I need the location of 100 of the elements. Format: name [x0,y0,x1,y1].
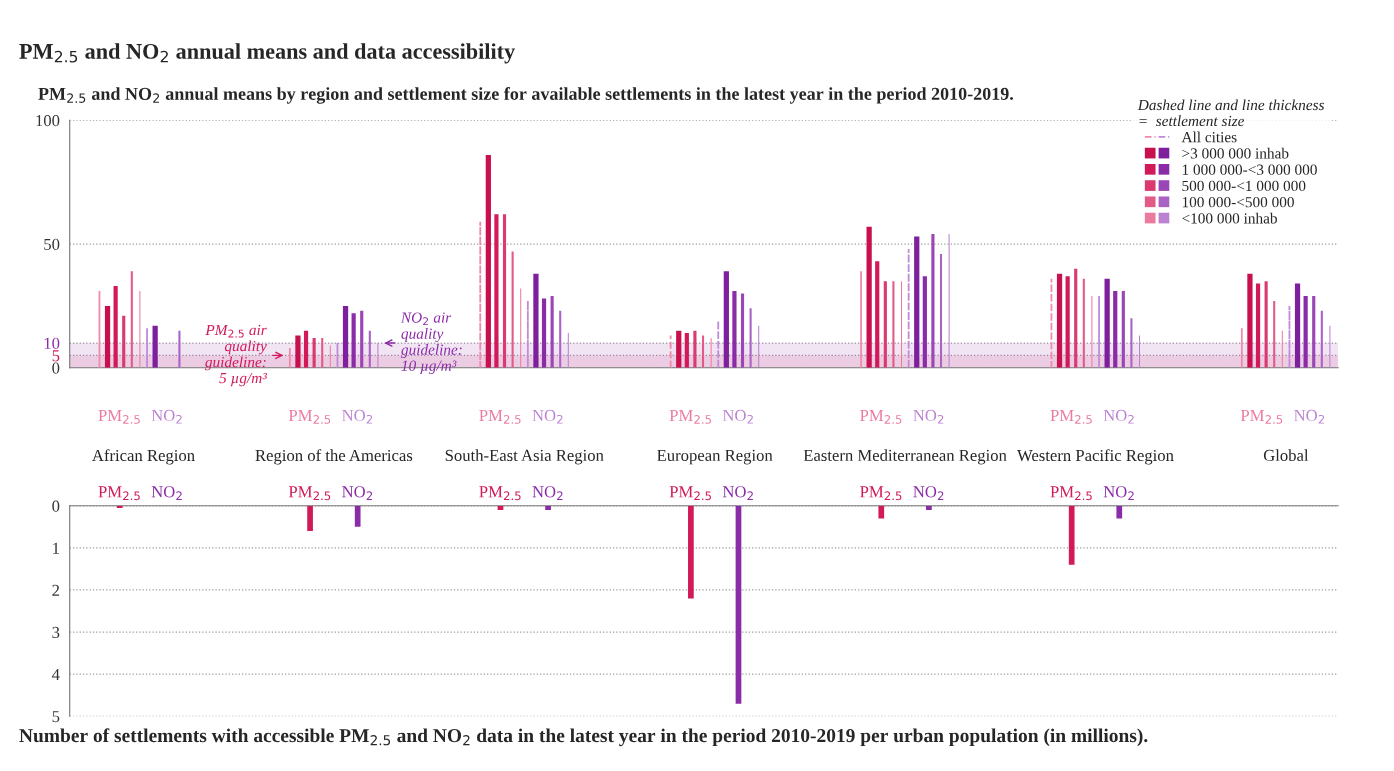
y-tick-label: 0 [52,500,60,512]
bar [878,505,885,519]
x-tick-label: NO$_{2}$ [532,486,563,500]
x-tick-label: PM$_{2.5}$ [479,486,521,501]
x-tick-label: PM$_{2.5}$ [98,486,140,501]
bar [688,505,694,599]
text: Eastern Mediterranean Region [803,449,1007,465]
bar [676,330,682,368]
x-tick-label: PM$_{2.5}$ [669,486,711,501]
legend-label: 500 000-<1 000 000 [1182,180,1306,192]
bar [1074,268,1078,368]
bar [113,286,118,368]
bar [939,253,943,368]
bar [116,505,123,508]
bar [1104,278,1110,368]
bar [1113,291,1118,368]
bar [351,313,356,368]
x-tick-label: NO$_{2}$ [1103,486,1134,500]
x-tick-label: PM$_{2.5}$ [479,410,521,424]
y-tick-label: 1 [53,542,59,554]
x-tick-label: NO$_{2}$ [913,486,944,500]
x-tick-label: NO$_{2}$ [151,409,182,424]
bar [1294,283,1301,368]
bar [485,154,491,368]
bar [494,214,499,368]
bar [1068,505,1075,565]
text: European Region [657,449,773,465]
x-tick-label: PM$_{2.5}$ [1240,410,1283,424]
y-tick-label: 100 [36,114,60,127]
bar [511,251,514,368]
bar [360,310,364,368]
x-tick-label: NO$_{2}$ [1294,409,1325,424]
bar [875,261,880,368]
bar [122,315,126,368]
bar [541,298,547,368]
bar [926,505,932,510]
bar [914,236,920,368]
bar [1116,505,1123,519]
x-tick-label: NO$_{2}$ [342,409,373,424]
bar [545,505,551,510]
bar [295,335,301,368]
bar [922,276,927,368]
bar [1247,273,1253,368]
x-tick-label: NO$_{2}$ [722,486,753,500]
text: Region of the Americas [255,449,413,465]
band-label: PM$_{2.5}$ air quality guideline: 5 µg/m³ [204,324,268,387]
bar [701,335,705,368]
bar [723,271,729,368]
bar [550,295,554,368]
bar [883,281,887,368]
bar [130,271,133,368]
bar [740,293,745,368]
bar [931,234,935,368]
legend-title: Dashed line and line thickness = settlement size [1137,99,1325,127]
bar [354,505,361,527]
bar [1082,278,1085,368]
y-tick-label: 2 [52,584,60,596]
y-tick-label: 5 [52,711,60,723]
x-tick-label: PM$_{2.5}$ [669,410,711,424]
bar [684,333,689,368]
bar [892,281,895,368]
bar [342,305,349,368]
x-tick-label: PM$_{2.5}$ [860,410,902,424]
bar [1130,318,1133,368]
x-tick-label: NO$_{2}$ [1103,409,1134,424]
text: Global [1263,449,1309,462]
legend-label: All cities [1181,131,1237,143]
bar [533,273,539,368]
bar [1056,273,1063,368]
y-tick-label: 3 [52,626,60,639]
bar [1065,276,1070,368]
y-tick-label: 50 [44,238,60,250]
bar [502,214,507,368]
x-tick-label: PM$_{2.5}$ [860,486,902,501]
bar [1255,283,1261,368]
text: Western Pacific Region [1017,449,1174,465]
bar [321,338,324,368]
bar [303,330,309,368]
bar [1303,295,1308,368]
text: African Region [92,449,195,465]
x-tick-label: NO$_{2}$ [722,409,753,424]
bar [559,310,562,368]
bar [693,330,697,368]
legend-label: 1 000 000-<3 000 000 [1182,164,1317,175]
x-tick-label: PM$_{2.5}$ [288,486,331,501]
x-tick-label: PM$_{2.5}$ [1050,410,1092,424]
x-axis-title: Number of settlements with accessible PM$_{2.5}$ and NO$_{2}$ data in the latest year in the period 2010-2019 per urban population (in millions). [19,728,1148,747]
bar [307,505,313,532]
x-tick-label: PM$_{2.5}$ [98,410,140,424]
bar [732,291,737,368]
y-tick-label: 0 [52,362,60,374]
bar [749,308,752,368]
y-tick-label: 5 [52,350,60,362]
x-tick-label: NO$_{2}$ [532,409,563,424]
chart-title: PM$_{2.5}$ and NO$_{2}$ annual means and data accessibility [19,43,515,64]
legend-label: >3 000 000 inhab [1182,147,1289,159]
bar [104,305,111,368]
chart-subtitle: PM$_{2.5}$ and NO$_{2}$ annual means by region and settlement size for available settlements in the latest year in the period 2010-2019. [38,87,1014,104]
bar [152,325,158,368]
band-label: NO$_{2}$ air quality guideline: 10 µg/m³ [400,312,462,374]
